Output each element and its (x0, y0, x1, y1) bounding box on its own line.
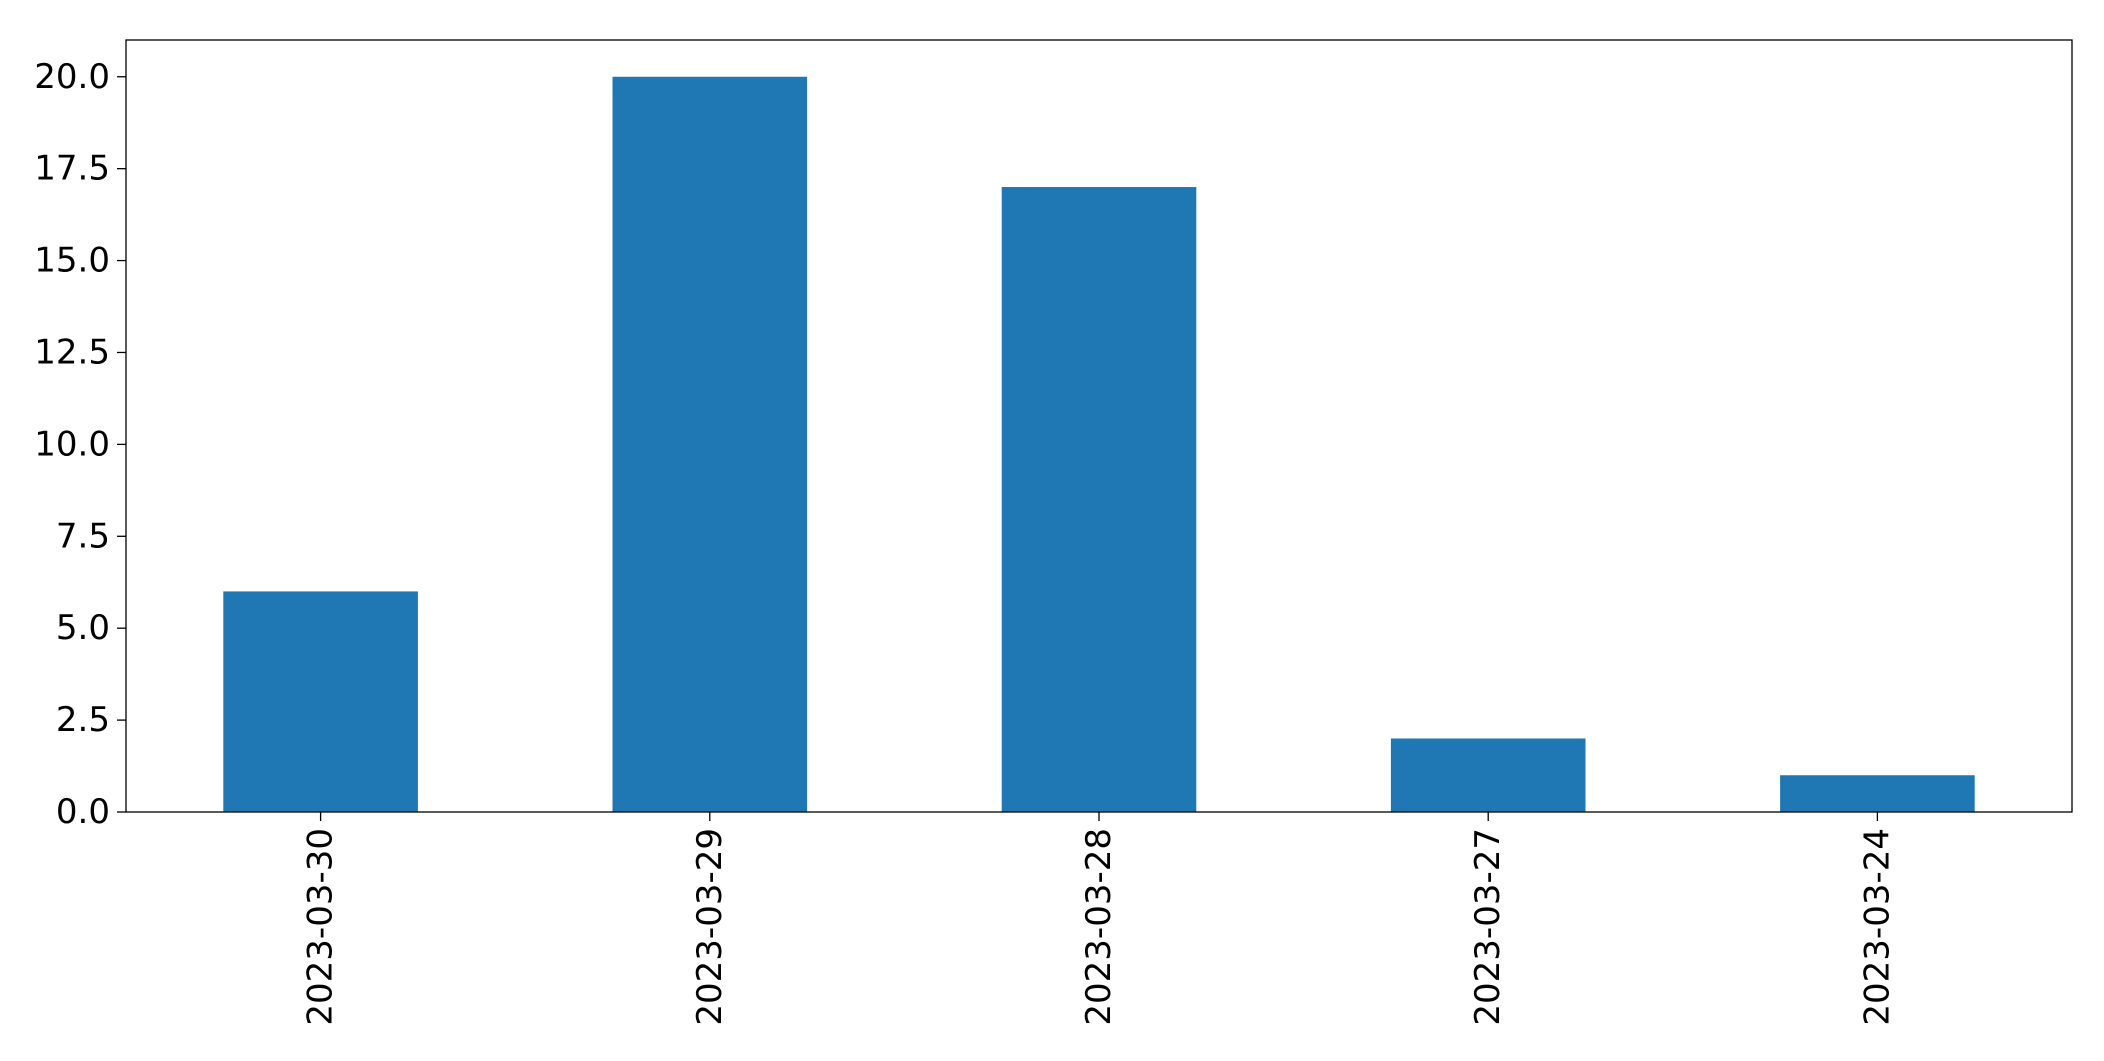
y-tick-label: 20.0 (34, 57, 110, 97)
y-tick-label: 15.0 (34, 241, 110, 281)
x-tick-label: 2023-03-30 (301, 828, 341, 1026)
x-tick-label: 2023-03-28 (1079, 828, 1119, 1026)
bars (223, 76, 1975, 813)
bar-2023-03-28 (1001, 187, 1197, 813)
y-tick-label: 5.0 (56, 608, 110, 648)
y-tick-label: 10.0 (34, 424, 110, 464)
bar-2023-03-30 (223, 591, 418, 812)
y-tick-label: 0.0 (56, 792, 110, 832)
x-tick-label: 2023-03-27 (1468, 828, 1508, 1026)
y-tick-label: 17.5 (34, 149, 110, 189)
x-tick-label: 2023-03-29 (690, 828, 730, 1026)
x-axis-ticks: 2023-03-30 2023-03-29 2023-03-28 2023-03-27… (301, 812, 1897, 1026)
x-tick-label: 2023-03-24 (1857, 828, 1897, 1026)
y-axis-ticks: 0.0 2.5 5.0 7.5 10.0 12.5 15.0 17.5 20.0 (34, 57, 126, 832)
y-tick-label: 2.5 (56, 700, 110, 740)
bar-2023-03-24 (1780, 775, 1975, 812)
bar-2023-03-29 (612, 76, 808, 812)
y-tick-label: 12.5 (34, 332, 110, 372)
plot-area-frame (125, 39, 2073, 813)
y-tick-label: 7.5 (56, 516, 110, 556)
bar-2023-03-27 (1390, 738, 1586, 812)
